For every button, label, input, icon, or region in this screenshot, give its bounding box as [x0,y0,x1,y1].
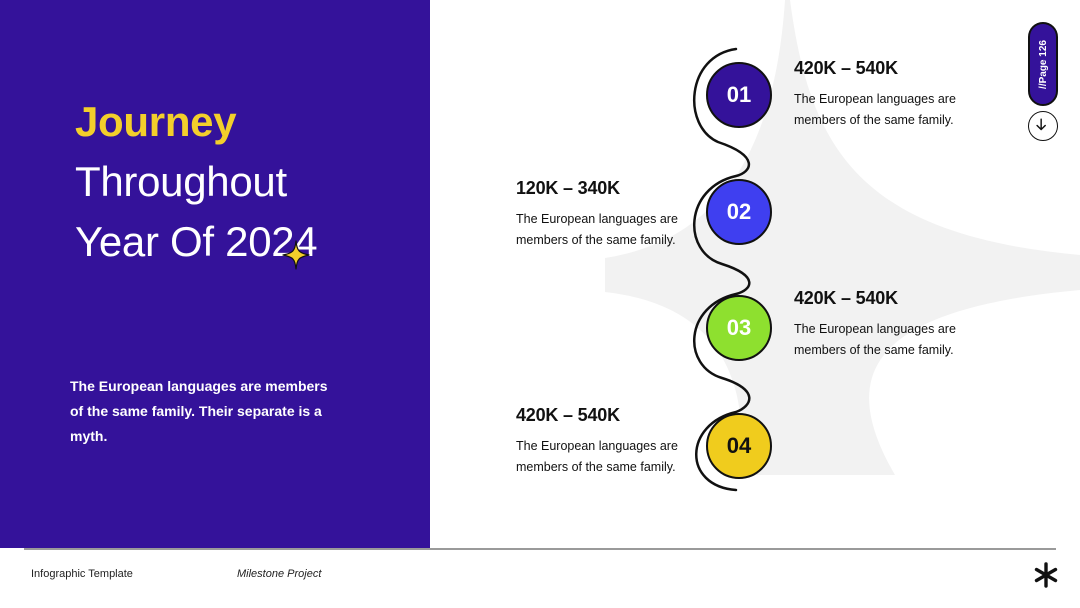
step-4-circle: 04 [706,413,772,479]
step-2-number: 02 [726,199,752,224]
step-1-circle: 01 [706,62,772,128]
step-2-text: 120K – 340K The European languages are m… [516,178,686,251]
step-4-desc: The European languages are members of th… [516,439,678,474]
step-1-number: 01 [726,82,752,107]
sparkle-icon [282,240,310,270]
step-3-circle: 03 [706,295,772,361]
title-accent: Journey [75,98,237,145]
step-3-number: 03 [726,315,752,340]
step-4-number: 04 [726,433,752,458]
left-panel: Journey Throughout Year Of 2024 The Euro… [0,0,430,548]
page-number: //Page 126 [1037,39,1049,89]
step-3-range: 420K – 540K [794,288,898,308]
step-4-text: 420K – 540K The European languages are m… [516,405,686,478]
intro-text: The European languages are members of th… [70,378,328,444]
step-1-desc: The European languages are members of th… [794,92,956,127]
step-3-text: 420K – 540K The European languages are m… [794,288,964,361]
asterisk-icon [1034,562,1058,588]
step-3-desc: The European languages are members of th… [794,322,956,357]
title-line-3: Year Of 2024 [75,218,318,265]
step-1-text: 420K – 540K The European languages are m… [794,58,964,131]
timeline-wave [692,47,751,492]
step-4-range: 420K – 540K [516,405,620,425]
footer-left-text: Infographic Template [31,568,133,580]
arrow-down-icon [1036,118,1046,131]
scroll-down-button[interactable] [1028,111,1058,141]
title-line-2: Throughout [75,158,287,205]
page-number-pill: //Page 126 [1028,22,1058,106]
step-1-range: 420K – 540K [794,58,898,78]
step-2-circle: 02 [706,179,772,245]
page-title: Journey Throughout Year Of 2024 [75,92,318,272]
footer-divider [24,548,1056,550]
footer-mid-text: Milestone Project [237,568,322,580]
step-2-range: 120K – 340K [516,178,620,198]
step-2-desc: The European languages are members of th… [516,212,678,247]
